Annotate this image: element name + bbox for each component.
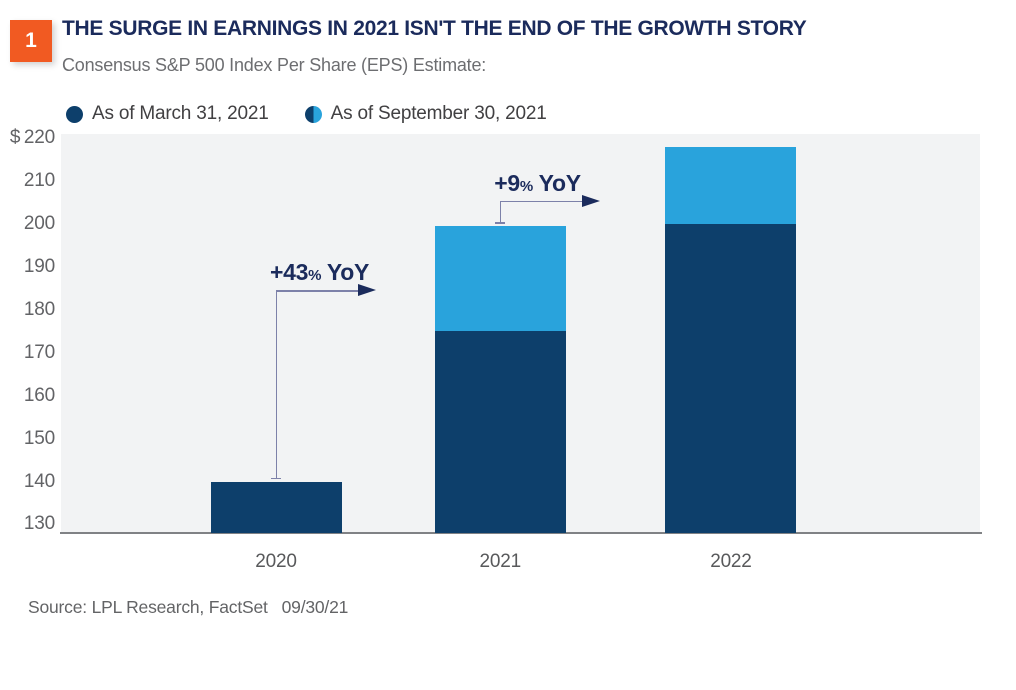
chart-title: THE SURGE IN EARNINGS IN 2021 ISN'T THE …: [62, 17, 807, 40]
y-tick-label: 130: [23, 513, 55, 535]
plot-area: [60, 134, 982, 534]
yoy-annotation-text-part: YoY: [321, 259, 370, 286]
yoy-annotation-label: +43% YoY: [270, 259, 369, 289]
y-tick-label: 170: [23, 341, 55, 363]
source-note: Source: LPL Research, FactSet 09/30/21: [28, 597, 349, 617]
yoy-annotation-text-part: %: [519, 177, 533, 195]
legend-marker-march-icon: [66, 105, 83, 123]
yoy-arrow-line: [276, 290, 361, 292]
yoy-annotation-text-part: +9: [494, 169, 520, 196]
x-axis-label: 2021: [479, 551, 522, 572]
yoy-arrow-cap: [271, 477, 282, 480]
yoy-annotation-text-part: YoY: [532, 169, 581, 196]
yoy-annotation-text-part: %: [308, 267, 322, 285]
legend-label-march: As of March 31, 2021: [92, 103, 269, 124]
bar-2022-march-segment: [665, 224, 797, 533]
bar-2020-march-segment: [210, 481, 342, 533]
chart-subtitle: Consensus S&P 500 Index Per Share (EPS) …: [62, 55, 487, 75]
legend-item-september: As of September 30, 2021: [304, 103, 547, 125]
figure-number-badge: 1: [10, 20, 52, 62]
legend: As of March 31, 2021 As of September 30,…: [66, 103, 547, 125]
yoy-arrow-cap: [495, 222, 506, 224]
y-tick-label: $ 220: [9, 127, 55, 149]
y-tick-label: 140: [23, 470, 55, 492]
y-tick-label: 180: [23, 298, 55, 320]
bar-2022-september-segment: [665, 146, 797, 225]
bar-2021-march-segment: [434, 331, 566, 533]
yoy-arrowhead-icon: [358, 284, 377, 297]
yoy-arrow-vertical-line: [499, 201, 502, 223]
y-tick-label: 160: [23, 384, 55, 406]
x-axis-line: [60, 532, 982, 534]
y-tick-label: 200: [23, 213, 55, 235]
y-tick-label: 150: [23, 427, 55, 449]
legend-label-september: As of September 30, 2021: [330, 103, 547, 124]
yoy-arrowhead-icon: [582, 194, 601, 207]
x-axis-label: 2022: [710, 551, 752, 572]
yoy-annotation-text-part: +43: [270, 259, 309, 286]
yoy-annotation-label: +9% YoY: [494, 169, 581, 200]
y-tick-label: 210: [23, 170, 55, 192]
legend-item-march: As of March 31, 2021: [66, 103, 269, 125]
yoy-arrow-line: [500, 200, 585, 203]
x-axis-label: 2020: [255, 551, 297, 572]
bar-2021-september-segment: [434, 226, 566, 332]
legend-marker-september-icon: [304, 105, 322, 123]
y-tick-label: 190: [23, 256, 55, 277]
yoy-arrow-vertical-line: [275, 291, 278, 478]
